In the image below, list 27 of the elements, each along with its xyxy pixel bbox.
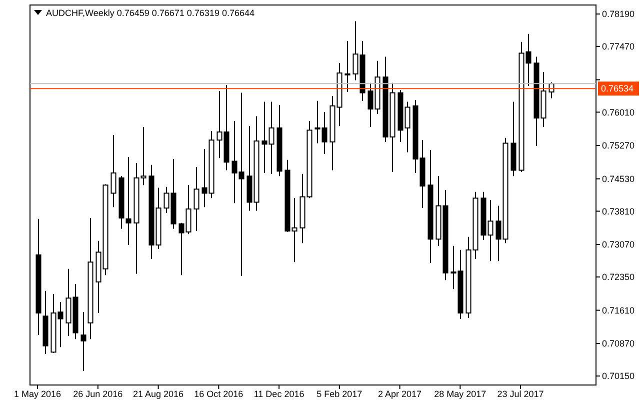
candlestick: [194, 166, 200, 232]
y-tick-label: 0.78190: [602, 9, 635, 20]
y-tick-label: 0.70870: [602, 338, 635, 349]
y-tick-label: 0.73810: [602, 206, 635, 216]
y-tick-label: 0.70150: [602, 371, 635, 382]
y-tick-label: 0.72350: [602, 272, 635, 282]
y-tick-label: 0.75270: [602, 140, 635, 151]
y-tick-label: 0.77470: [602, 42, 635, 52]
ref-line-label: 0.76534: [601, 84, 634, 94]
candlestick: [110, 134, 116, 208]
x-tick-label: 23 Jul 2017: [497, 389, 544, 399]
y-tick-label: 0.71610: [602, 305, 635, 316]
x-tick-label: 28 May 2017: [434, 389, 486, 399]
chart-title: AUDCHF,Weekly 0.76459 0.76671 0.76319 0.76644: [46, 8, 254, 18]
x-tick-label: 5 Feb 2017: [316, 389, 362, 399]
candlestick: [126, 156, 132, 246]
x-tick-label: 1 May 2016: [14, 389, 62, 399]
x-tick-label: 16 Oct 2016: [194, 389, 244, 399]
y-tick-label: 0.73070: [602, 240, 635, 250]
x-tick-label: 26 Jun 2016: [73, 389, 123, 399]
candlestick: [80, 312, 86, 372]
y-tick-label: 0.74530: [602, 174, 635, 184]
x-tick-label: 21 Aug 2016: [133, 389, 184, 399]
x-tick-label: 2 Apr 2017: [378, 389, 422, 399]
candlestick: [344, 40, 350, 92]
x-tick-label: 11 Dec 2016: [254, 389, 304, 399]
y-tick-label: 0.76010: [602, 107, 635, 118]
